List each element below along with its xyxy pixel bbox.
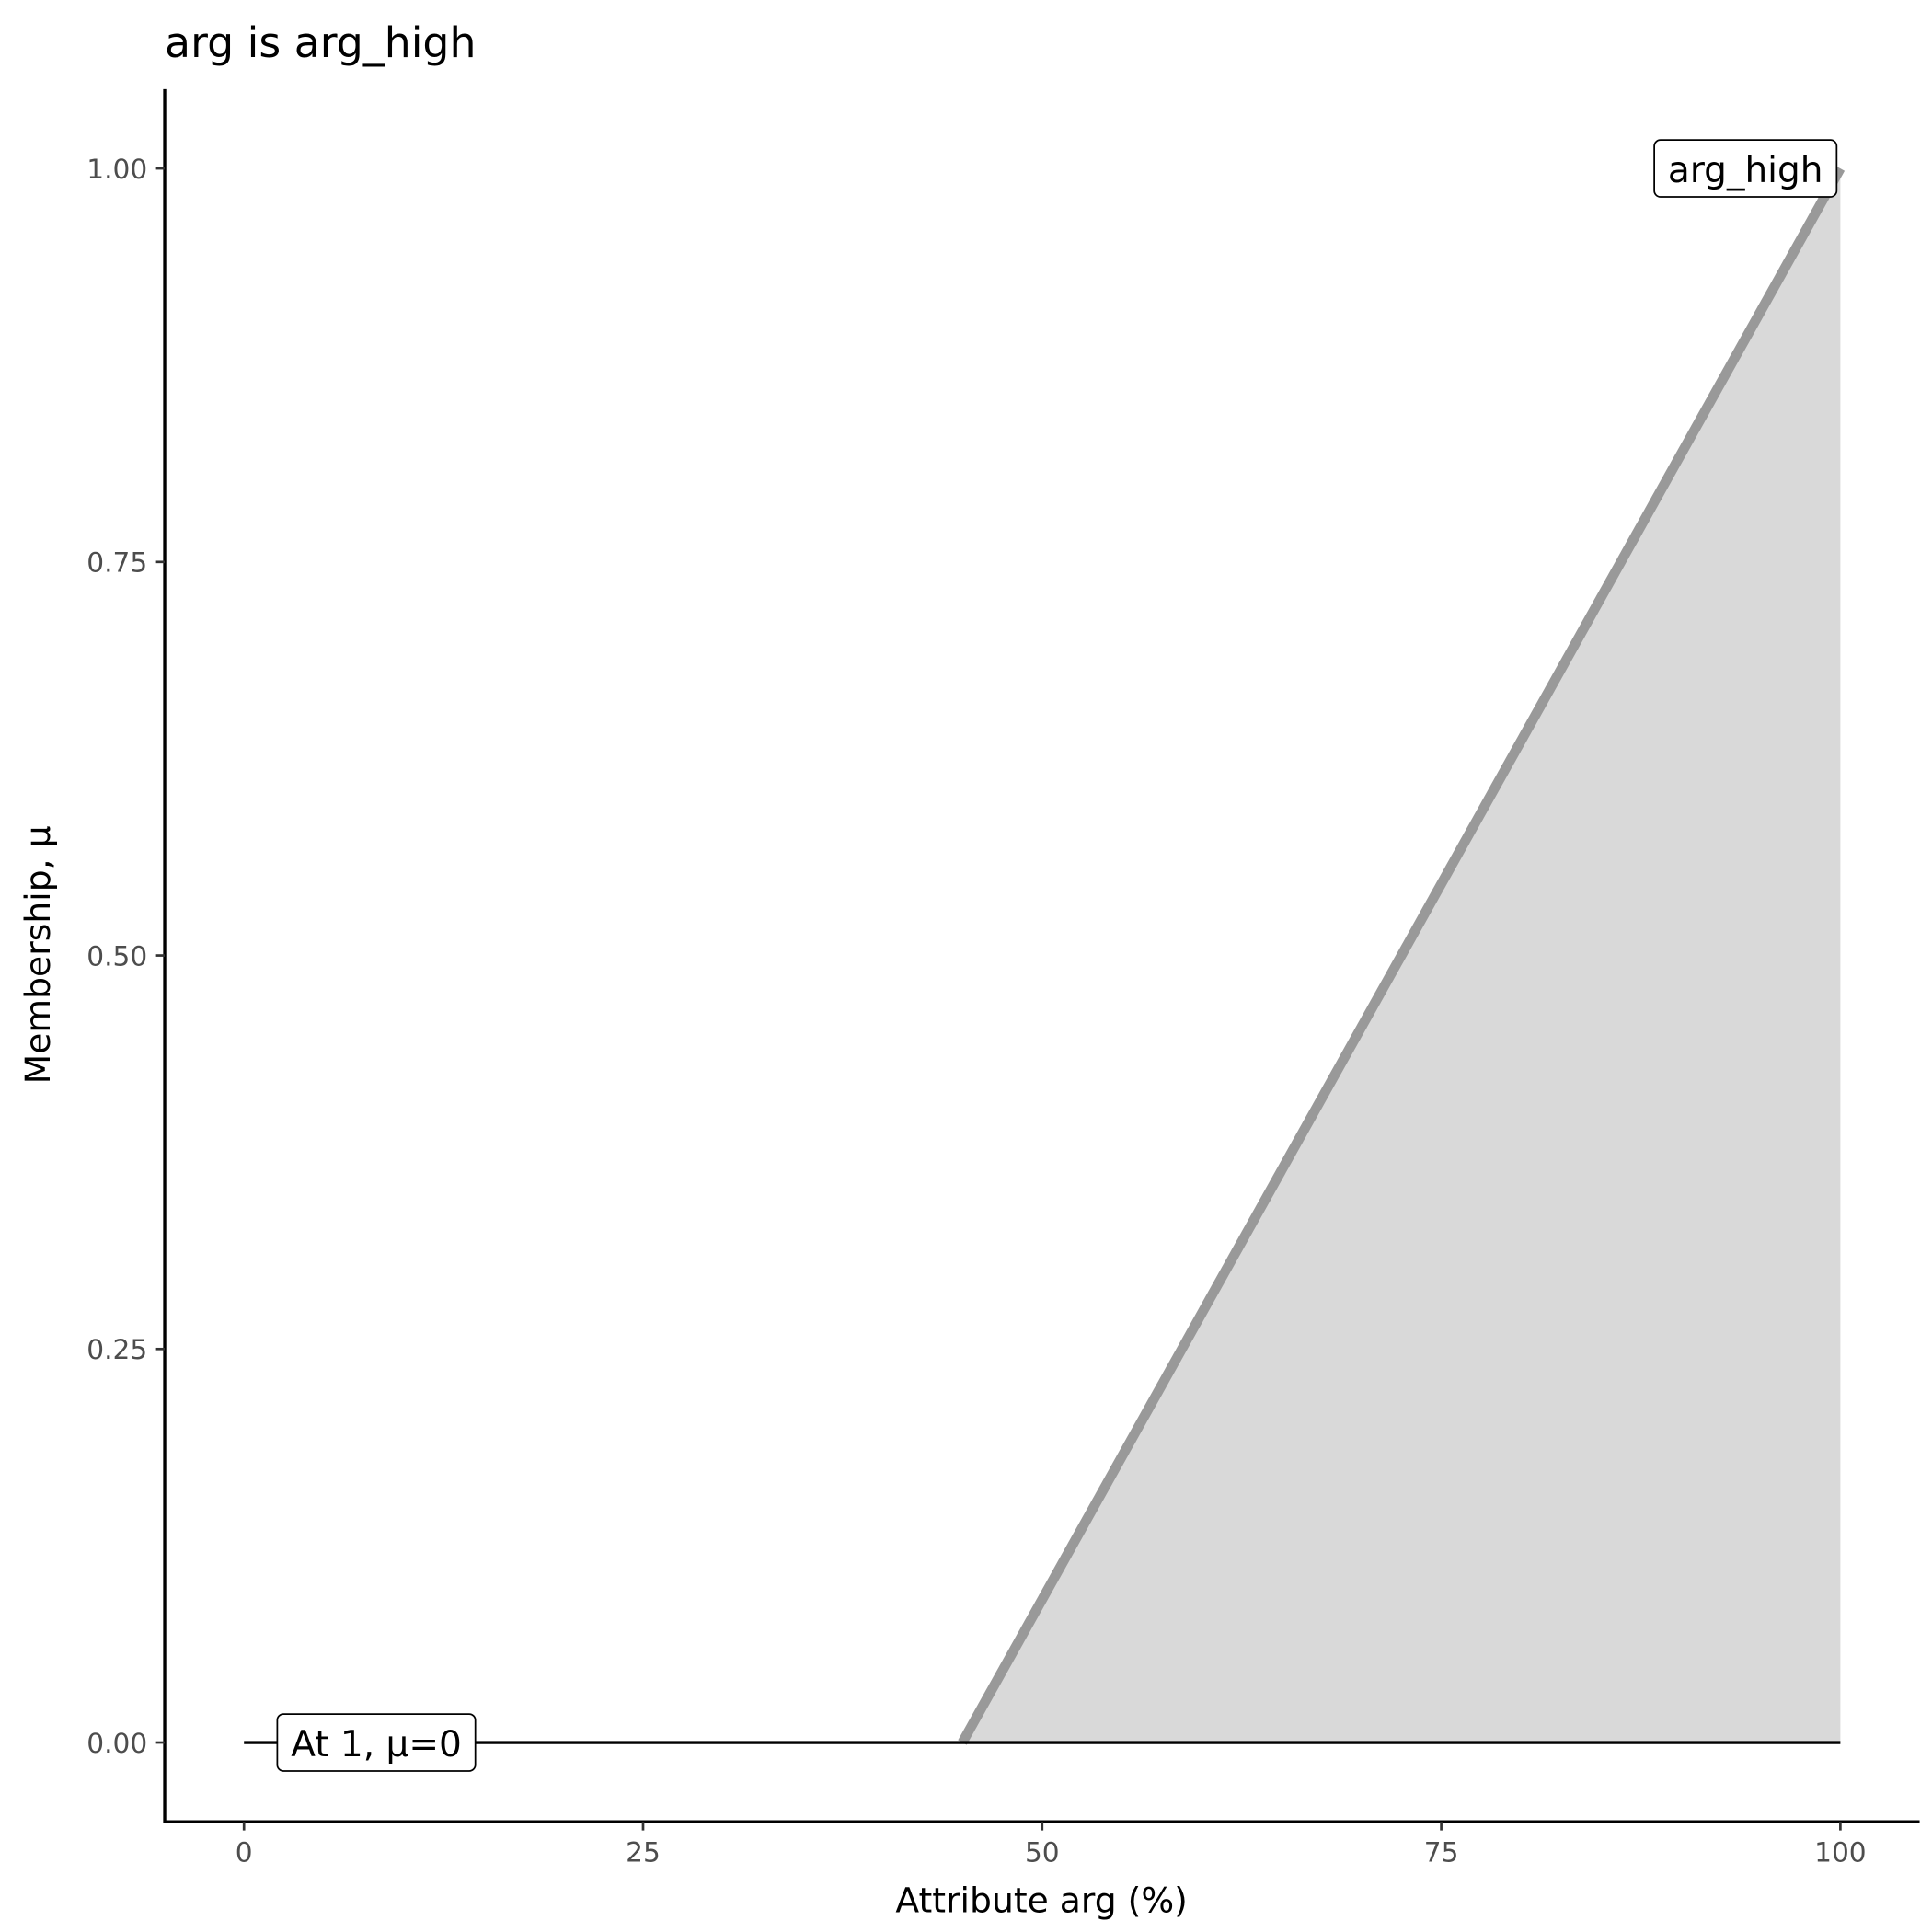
y-tick-label: 0.75 <box>86 547 147 579</box>
annotation-label: At 1, μ=0 <box>276 1713 477 1772</box>
annotation-text: At 1, μ=0 <box>291 1724 462 1765</box>
x-tick-label: 75 <box>1424 1836 1459 1868</box>
y-tick-label: 0.00 <box>86 1728 147 1759</box>
y-tick-label: 0.50 <box>86 940 147 972</box>
x-tick-label: 50 <box>1025 1836 1060 1868</box>
annotation-box <box>1653 139 1838 198</box>
y-tick-label: 0.25 <box>86 1334 147 1365</box>
x-tick-label: 100 <box>1814 1836 1867 1868</box>
x-tick-label: 0 <box>236 1836 253 1868</box>
y-axis-title: Membership, μ <box>17 825 58 1084</box>
annotation-label: arg_high <box>1653 139 1838 198</box>
y-tick-label: 1.00 <box>86 154 147 185</box>
chart-title: arg is arg_high <box>165 18 476 67</box>
series-line <box>958 166 1846 1745</box>
x-axis-title: Attribute arg (%) <box>895 1880 1187 1920</box>
annotation-box <box>276 1713 477 1772</box>
x-tick-label: 25 <box>626 1836 661 1868</box>
annotation-text: arg_high <box>1668 150 1823 191</box>
